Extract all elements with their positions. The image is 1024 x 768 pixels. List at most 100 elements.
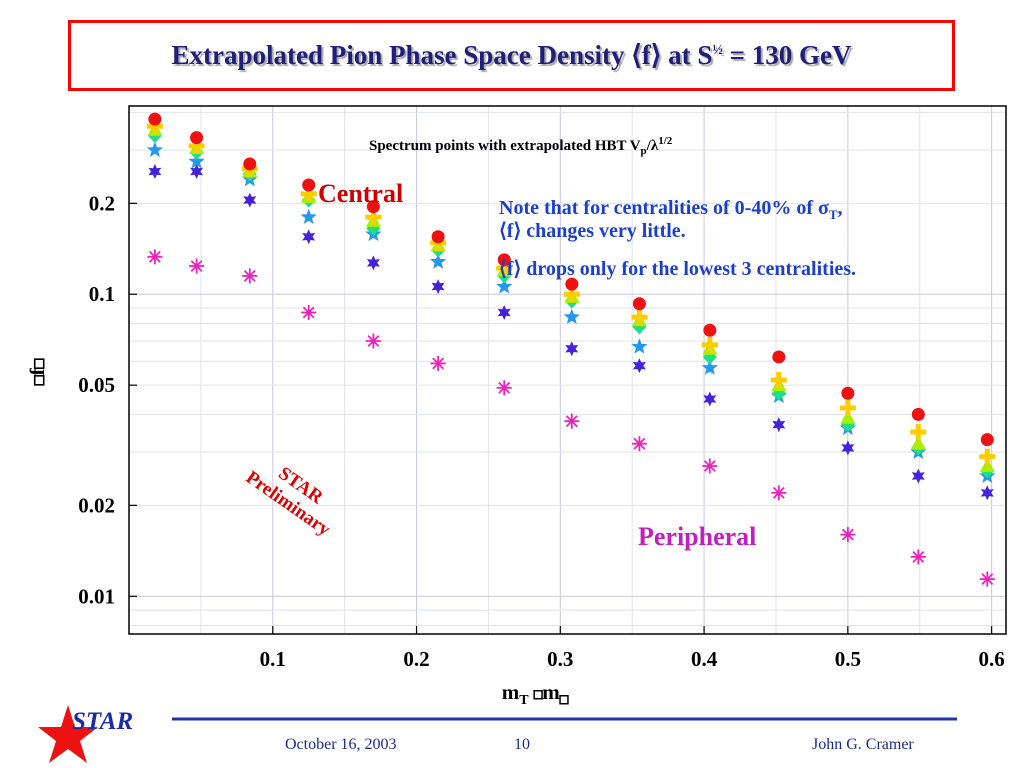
data-point-asterisk: [242, 268, 258, 284]
x-axis: 0.1 0.2 0.3 0.4 0.5 0.6: [260, 626, 1005, 671]
y-tick-label: 0.2: [89, 191, 115, 215]
data-point-triangle: [910, 435, 926, 450]
star-logo-icon: [38, 705, 98, 763]
plot-area: [129, 106, 1006, 634]
data-point-asterisk: [189, 258, 205, 274]
data-point-asterisk: [840, 527, 856, 543]
note-line-3: ⟨f⟩ drops only for the lowest 3 centrali…: [499, 258, 856, 280]
y-tick-label: 0.01: [78, 584, 115, 608]
data-point-cross: [300, 185, 317, 202]
data-point-hexstar: [190, 164, 204, 179]
data-point-star: [631, 338, 648, 354]
data-point-asterisk: [910, 549, 926, 565]
data-point-circle: [911, 407, 925, 421]
data-point-hexstar: [841, 440, 855, 456]
peripheral-label: Peripheral: [638, 522, 756, 551]
note-line-2: ⟨f⟩ changes very little.: [499, 220, 686, 242]
data-point-star: [496, 278, 513, 294]
data-point-circle: [302, 178, 316, 192]
x-tick-label: 0.6: [978, 647, 1004, 671]
svg-text:□f□: □f□: [25, 359, 49, 386]
data-point-asterisk: [564, 413, 580, 429]
data-point-circle: [772, 350, 786, 364]
data-point-asterisk: [430, 355, 446, 371]
data-point-cross: [563, 286, 580, 303]
data-point-hexstar: [565, 341, 579, 357]
data-point-hexstar: [366, 255, 380, 271]
data-point-circle: [431, 230, 445, 244]
data-point-hexstar: [772, 417, 786, 433]
data-point-star: [563, 308, 580, 324]
x-tick-label: 0.3: [547, 647, 573, 671]
data-point-hexstar: [703, 391, 717, 407]
data-point-asterisk: [365, 333, 381, 349]
data-point-triangle: [840, 409, 856, 424]
footer-date: October 16, 2003: [285, 736, 397, 753]
data-point-cross: [631, 309, 648, 326]
y-tick-label: 0.05: [78, 373, 115, 397]
data-point-hexstar: [431, 279, 445, 295]
data-point-circle: [243, 157, 257, 171]
data-point-cross: [496, 260, 513, 277]
data-point-circle: [565, 277, 579, 291]
data-point-asterisk: [631, 436, 647, 452]
data-point-circle: [366, 200, 380, 214]
data-point-circle: [190, 131, 204, 145]
data-point-triangle: [979, 457, 995, 472]
x-tick-label: 0.5: [835, 647, 861, 671]
data-point-cross: [365, 209, 382, 226]
data-point-circle: [632, 297, 646, 311]
data-point-star: [146, 141, 163, 157]
data-point-star: [430, 253, 447, 269]
data-point-cross: [979, 448, 996, 465]
footer-page-number: 10: [514, 736, 530, 753]
slide-title: Extrapolated Pion Phase Space Density ⟨f…: [68, 20, 955, 91]
data-point-star: [300, 208, 317, 224]
data-point-cross: [910, 423, 927, 440]
star-logo-text: STAR: [72, 708, 133, 735]
data-point-circle: [148, 112, 162, 126]
data-point-circle: [703, 323, 717, 337]
y-tick-label: 0.02: [78, 493, 115, 517]
data-point-cross: [770, 372, 787, 389]
data-point-cross: [146, 118, 163, 135]
data-point-asterisk: [979, 571, 995, 587]
data-point-cross: [188, 137, 205, 154]
data-point-asterisk: [771, 485, 787, 501]
data-series: [146, 112, 996, 587]
data-point-hexstar: [980, 485, 994, 501]
data-point-circle: [841, 386, 855, 400]
y-axis: 0.01 0.02 0.05 0.1 0.2: [78, 191, 137, 608]
data-point-hexstar: [497, 305, 511, 320]
data-point-circle: [980, 433, 994, 447]
grid: [129, 106, 1006, 634]
x-tick-label: 0.2: [403, 647, 429, 671]
plot-frame: [128, 105, 1007, 635]
data-point-asterisk: [301, 305, 317, 320]
data-point-star: [188, 153, 205, 169]
star-logo: STAR: [38, 705, 133, 763]
data-point-cross: [701, 336, 718, 353]
x-tick-label: 0.1: [260, 647, 286, 671]
data-point-hexstar: [148, 164, 162, 179]
y-tick-label: 0.1: [89, 282, 115, 306]
data-point-hexstar: [302, 229, 316, 245]
data-point-asterisk: [702, 458, 718, 474]
slide-title-text: Extrapolated Pion Phase Space Density ⟨f…: [171, 40, 852, 70]
note-line-1: Note that for centralities of 0-40% of σ…: [499, 197, 843, 222]
footer-author: John G. Cramer: [812, 736, 914, 753]
data-point-cross: [839, 400, 856, 417]
y-axis-title: □f□: [25, 358, 49, 386]
data-point-asterisk: [147, 249, 163, 265]
data-point-hexstar: [243, 192, 257, 208]
data-point-hexstar: [632, 358, 646, 374]
central-label: Central: [318, 179, 403, 208]
data-point-circle: [497, 253, 511, 267]
data-point-star: [701, 359, 718, 375]
x-tick-label: 0.4: [691, 647, 718, 671]
data-point-hexstar: [911, 468, 925, 484]
chart-subtitle: Spectrum points with extrapolated HBT Vp…: [369, 135, 673, 157]
data-point-asterisk: [496, 380, 512, 396]
x-axis-title: mT □m□: [502, 680, 569, 708]
